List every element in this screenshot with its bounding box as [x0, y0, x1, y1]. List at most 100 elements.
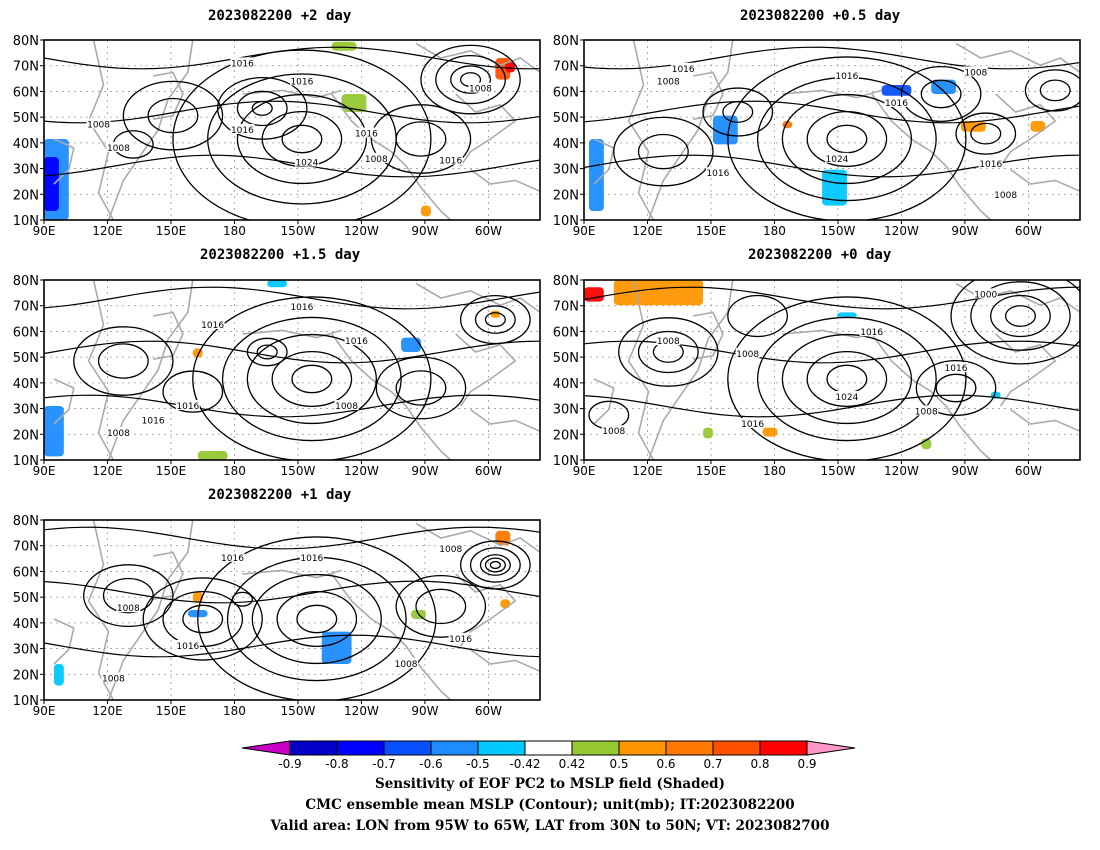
coastline: [470, 408, 540, 432]
isobar-contour: [276, 590, 358, 648]
contour-label: 1008: [117, 604, 140, 614]
map-frame: [583, 39, 1081, 221]
coastline: [87, 280, 115, 460]
lat-tick-label: 10N: [13, 214, 39, 229]
isobar-contour: [727, 56, 967, 220]
lat-tick-label: 60N: [553, 85, 579, 100]
lon-tick-label: 120E: [92, 704, 123, 718]
isobar-contour: [584, 394, 1080, 418]
contour-label: 1016: [672, 65, 695, 75]
lat-tick-label: 40N: [13, 617, 39, 632]
lat-tick-label: 40N: [553, 377, 579, 392]
panel-title-plus05: 2023082200 +0.5 day: [740, 8, 901, 24]
lat-tick-label: 10N: [553, 454, 579, 469]
colorbar-tick-label: 0.9: [797, 757, 816, 771]
isobar-contour: [395, 121, 447, 157]
coastline: [593, 138, 615, 185]
lon-tick-label: 150E: [696, 464, 727, 478]
lon-tick-label: 150E: [156, 224, 187, 238]
contour-label: 1016: [290, 303, 313, 313]
contour-label: 1008: [736, 350, 759, 360]
lon-tick-label: 150W: [281, 464, 316, 478]
isobar-contour: [182, 604, 224, 634]
contour-label: 1016: [231, 126, 254, 136]
isobar-contour: [435, 55, 506, 105]
map-panel-p_plus2: 1016 1016 1008 1008 1016 1008 1024 1016 1008 1016…: [13, 34, 541, 238]
isobar-contour: [216, 76, 308, 140]
contour-label: 1008: [915, 407, 938, 417]
lat-tick-label: 30N: [13, 163, 39, 178]
lon-tick-label: 180: [223, 704, 246, 718]
isobar-contour: [44, 634, 540, 658]
lat-tick-label: 30N: [553, 163, 579, 178]
isobar-contour: [375, 356, 467, 420]
footer-line-1: Sensitivity of EOF PC2 to MSLP field (Sh…: [374, 776, 726, 792]
isobar-contour: [806, 350, 888, 408]
isobar-contour: [584, 100, 1080, 124]
lon-tick-label: 120E: [92, 224, 123, 238]
map-frame: [583, 279, 1081, 461]
map-panel-p_plus15: 1016 1016 1016 1016 1008 1016 1008 10N 20N 30N 40N…: [13, 274, 541, 478]
colorbar-tick-label: -0.5: [466, 757, 489, 771]
lat-tick-label: 60N: [553, 325, 579, 340]
lon-tick-label: 150E: [156, 464, 187, 478]
isobar-contour: [613, 116, 714, 187]
contour-label: 1008: [395, 660, 418, 670]
contour-label: 1008: [439, 545, 462, 555]
isobar-contour: [395, 574, 487, 638]
isobar-contour: [584, 46, 1080, 70]
contour-label: 1008: [964, 68, 987, 78]
lon-tick-label: 120E: [92, 464, 123, 478]
lat-tick-label: 60N: [13, 85, 39, 100]
lon-tick-label: 90W: [411, 704, 438, 718]
contour-label: 1016: [231, 59, 254, 69]
coastline: [455, 93, 517, 167]
lon-tick-label: 120W: [884, 224, 919, 238]
sensitivity-shading: [321, 631, 352, 664]
contour-label: 1016: [706, 169, 729, 179]
lat-tick-label: 40N: [13, 377, 39, 392]
coastline: [647, 40, 734, 220]
coastline: [627, 280, 655, 460]
lat-tick-label: 30N: [13, 403, 39, 418]
lon-tick-label: 180: [223, 464, 246, 478]
isobar-contour: [44, 526, 540, 550]
lon-tick-label: 90W: [951, 464, 978, 478]
isobar-contour: [484, 557, 506, 573]
isobar-contour: [44, 286, 540, 310]
lat-tick-label: 10N: [13, 454, 39, 469]
colorbar-swatch: [712, 740, 761, 756]
coastline: [53, 378, 75, 425]
isobar-contour: [915, 359, 997, 417]
isobar-contour: [415, 588, 467, 625]
lon-tick-label: 90E: [33, 224, 56, 238]
isobar-contour: [296, 604, 338, 634]
colorbar-swatch: [618, 740, 667, 756]
lon-tick-label: 90W: [951, 224, 978, 238]
isobar-contour: [702, 87, 774, 137]
map-panel-p_plus05: 1016 1008 1016 1008 1016 1024 1016 1016 1008 10N 2…: [553, 34, 1081, 238]
map-panel-p_plus1: 1008 1016 1016 1008 1016 1016 1008 1008 10N 20N 30…: [13, 514, 541, 718]
lat-tick-label: 70N: [13, 300, 39, 315]
lon-tick-label: 90W: [411, 464, 438, 478]
lat-tick-label: 20N: [553, 428, 579, 443]
isobar-contour: [479, 554, 511, 576]
isobar-contour: [221, 316, 402, 442]
contour-label: 1016: [860, 328, 883, 338]
coastline: [692, 71, 724, 120]
isobar-contour: [44, 394, 540, 418]
coastline: [871, 93, 992, 220]
isobar-contour: [291, 364, 333, 394]
sensitivity-shading: [588, 139, 604, 211]
lat-tick-label: 20N: [13, 668, 39, 683]
lon-tick-label: 60W: [1015, 224, 1042, 238]
isobar-contour: [162, 370, 224, 413]
map-frame: [43, 519, 541, 701]
panel-title-plus1: 2023082200 +1 day: [208, 487, 352, 503]
sensitivity-shading: [712, 115, 738, 145]
lat-tick-label: 60N: [13, 565, 39, 580]
colorbar: -0.9 -0.8 -0.7 -0.6 -0.5 -0.42 0.42 0.5 0.6 0.7 0.…: [241, 740, 856, 771]
lon-tick-label: 120W: [344, 464, 379, 478]
lat-tick-label: 50N: [13, 111, 39, 126]
lat-tick-label: 80N: [13, 274, 39, 289]
